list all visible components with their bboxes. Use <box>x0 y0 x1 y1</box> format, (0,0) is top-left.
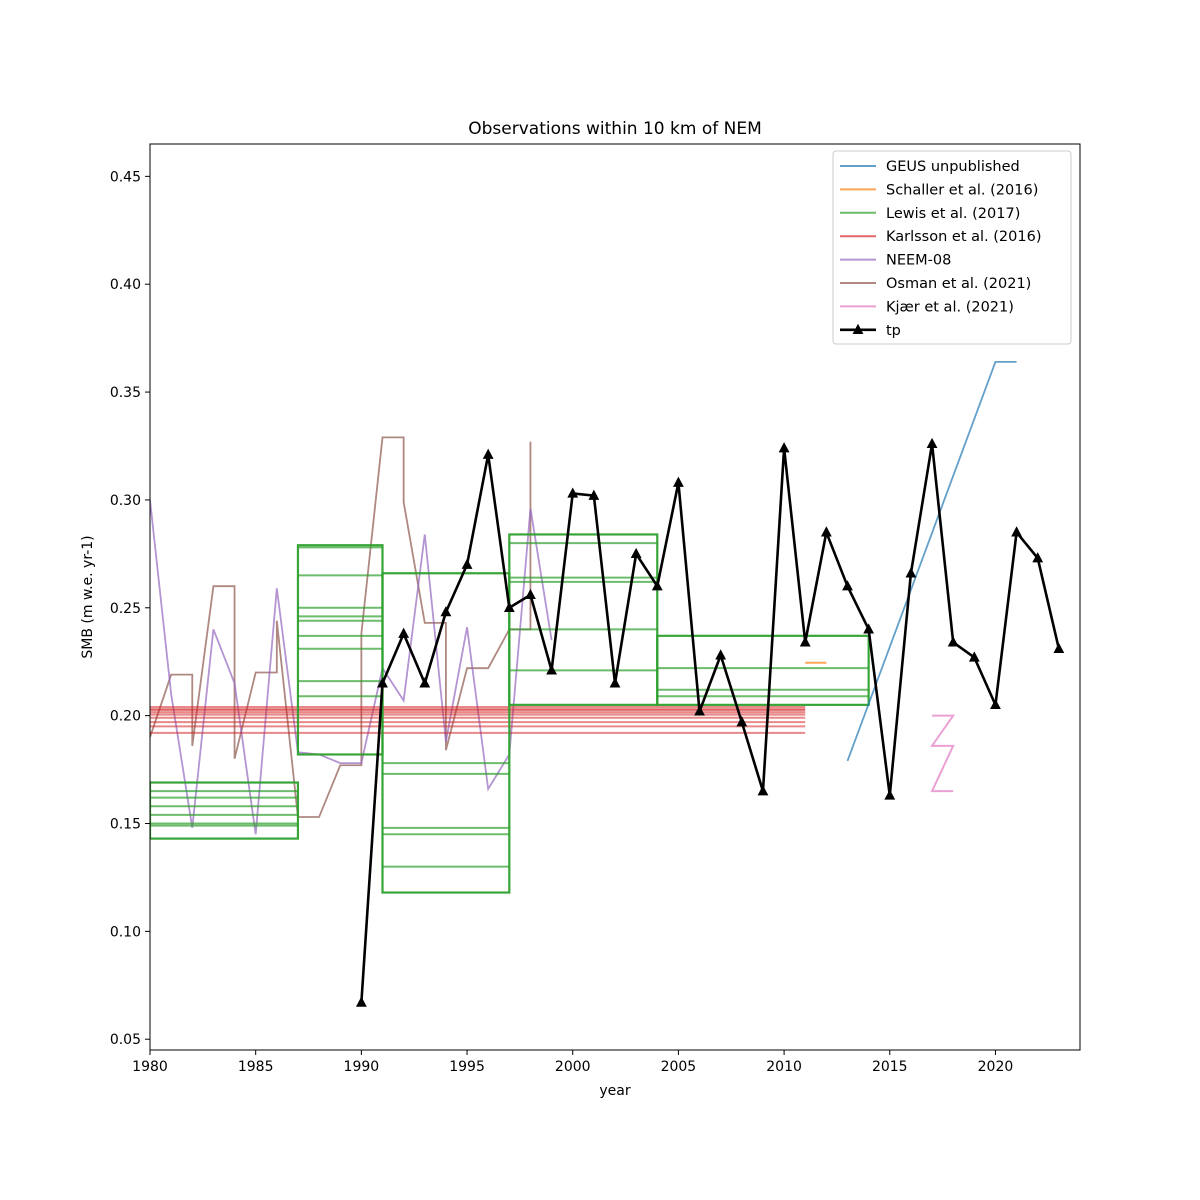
legend-marker <box>852 323 864 334</box>
tp-point <box>377 677 388 688</box>
tp-point <box>1011 526 1022 537</box>
axis-ticks: 1980 1985 1990 1995 2000 2005 2010 2015 2020 0.05… <box>110 169 1013 1075</box>
tp-point <box>525 588 536 600</box>
x-tick-label: 1985 <box>238 1059 274 1075</box>
y-tick-label: 0.20 <box>110 709 141 725</box>
tp-point <box>947 636 959 647</box>
tp-point <box>482 448 494 459</box>
y-tick-label: 0.30 <box>110 493 141 509</box>
lewis-period-box <box>656 634 870 706</box>
y-axis-label: SMB (m w.e. yr-1) <box>80 535 96 658</box>
y-tick-label: 0.35 <box>110 385 141 401</box>
lewis-period-box <box>150 781 300 840</box>
tp-point <box>503 601 515 612</box>
tp-point <box>1032 552 1044 563</box>
tp-point <box>842 580 853 591</box>
tp-point <box>715 649 727 660</box>
legend-box <box>832 150 1072 345</box>
tp-point <box>419 677 431 688</box>
legend-label: Schaller et al. (2016) <box>886 182 1038 198</box>
tp-point <box>355 996 367 1007</box>
legend-label: Kjær et al. (2021) <box>886 299 1014 315</box>
legend-label: GEUS unpublished <box>886 159 1020 175</box>
tp-point <box>1053 642 1065 653</box>
tp-point <box>778 442 790 453</box>
tp-point <box>673 476 684 487</box>
tp-series-line <box>360 442 1061 1003</box>
tp-point <box>884 789 896 800</box>
tp-point <box>757 785 769 796</box>
x-tick-label: 2015 <box>872 1059 908 1075</box>
geus-series-line <box>846 360 1017 762</box>
x-tick-label: 2010 <box>766 1059 802 1075</box>
x-tick-label: 1995 <box>449 1059 485 1075</box>
chart-title: Observations within 10 km of NEM <box>468 119 762 139</box>
y-tick-label: 0.25 <box>110 601 141 617</box>
osman-series-line <box>150 436 532 818</box>
legend-label: tp <box>886 323 901 339</box>
y-tick-label: 0.45 <box>110 169 141 185</box>
legend-label: Osman et al. (2021) <box>886 276 1031 292</box>
x-tick-label: 1980 <box>132 1059 168 1075</box>
lewis-period-box <box>508 533 659 706</box>
plot-area <box>150 360 1065 1007</box>
tp-point <box>694 705 705 716</box>
x-tick-label: 1990 <box>344 1059 380 1075</box>
tp-point <box>926 437 938 449</box>
tp-point <box>398 627 410 638</box>
tp-point <box>609 677 621 688</box>
tp-point <box>546 664 557 675</box>
legend-label: Karlsson et al. (2016) <box>886 229 1041 245</box>
neem08-series-line <box>150 499 553 835</box>
tp-point <box>968 651 980 662</box>
tp-point <box>863 623 875 634</box>
y-tick-label: 0.40 <box>110 277 141 293</box>
tp-point <box>440 606 452 617</box>
tp-point <box>567 487 579 498</box>
tp-point <box>736 716 748 727</box>
x-tick-label: 2005 <box>661 1059 697 1075</box>
y-tick-label: 0.05 <box>110 1032 141 1048</box>
kjaer-series-line <box>930 714 956 793</box>
x-tick-label: 2020 <box>978 1059 1014 1075</box>
y-tick-label: 0.10 <box>110 924 141 940</box>
tp-point <box>820 526 832 537</box>
series-group <box>150 360 1017 894</box>
x-tick-label: 2000 <box>555 1059 591 1075</box>
y-tick-label: 0.15 <box>110 817 141 833</box>
tp-point <box>461 558 473 569</box>
x-axis-label: year <box>599 1083 630 1099</box>
tp-point <box>799 636 811 647</box>
tp-point <box>905 567 917 578</box>
lewis-period-box <box>381 572 511 894</box>
tp-point <box>990 698 1001 710</box>
axes-frame <box>149 143 1081 1051</box>
tp-point <box>588 489 600 500</box>
tp-point <box>630 547 642 559</box>
legend-label: Lewis et al. (2017) <box>886 206 1020 222</box>
legend-label: NEEM-08 <box>886 253 951 269</box>
legend: GEUS unpublished Schaller et al. (2016) Le… <box>832 150 1072 345</box>
tp-point <box>651 580 663 591</box>
